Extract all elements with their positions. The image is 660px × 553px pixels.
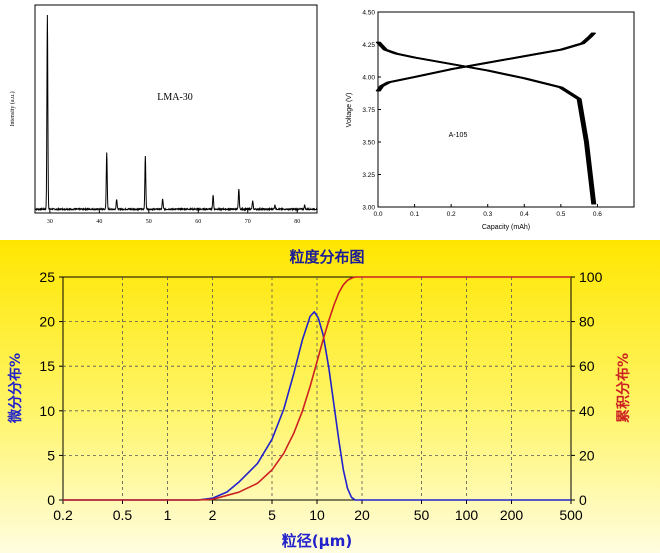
voltage-x-tick-label: 0.4 [520, 211, 529, 218]
psd-x-tick-label: 1 [164, 507, 172, 523]
voltage-x-tick-label: 0.5 [556, 211, 565, 218]
psd-left-tick-label: 20 [39, 314, 55, 330]
xrd-x-tick-label: 80 [294, 219, 300, 225]
psd-x-tick-label: 2 [209, 507, 217, 523]
psd-right-tick-label: 0 [579, 492, 587, 508]
differential-distribution-line [63, 310, 571, 501]
psd-right-tick-label: 60 [579, 358, 595, 374]
psd-x-tick-label: 0.5 [113, 507, 133, 523]
psd-left-tick-label: 0 [47, 492, 55, 508]
psd-x-tick-label: 20 [354, 507, 370, 523]
xrd-chart: 30 40 50 60 70 80 LMA-30 Intensity (a.u.) [9, 4, 318, 225]
xrd-x-tick-label: 50 [146, 219, 152, 225]
voltage-y-tick-label: 3.25 [362, 172, 375, 179]
psd-left-tick-label: 5 [47, 447, 55, 463]
psd-left-tick-label: 25 [39, 269, 55, 285]
voltage-x-axis-label: Capacity (mAh) [482, 224, 530, 231]
psd-x-tick-label: 200 [500, 507, 524, 523]
voltage-y-tick-label: 3.00 [362, 205, 375, 212]
xrd-x-tick-label: 70 [245, 219, 251, 225]
voltage-y-tick-label: 3.75 [362, 107, 375, 114]
xrd-sample-label: LMA-30 [157, 92, 193, 103]
voltage-y-tick-label: 3.50 [362, 140, 375, 147]
psd-right-axis-label: 累积分布% [615, 353, 632, 423]
xrd-x-tick-label: 40 [96, 219, 102, 225]
psd-left-axis-label: 微分分布% [7, 353, 24, 424]
charge-curve [379, 32, 597, 92]
psd-x-tick-label: 0.2 [53, 507, 73, 523]
voltage-sample-label: A-105 [449, 132, 468, 139]
voltage-y-tick-label: 4.25 [362, 42, 375, 49]
xrd-y-axis-label: Intensity (a.u.) [9, 91, 16, 126]
xrd-x-tick-label: 60 [195, 219, 201, 225]
psd-x-tick-label: 500 [559, 507, 583, 523]
psd-title: 粒度分布图 [289, 248, 364, 266]
psd-right-tick-label: 20 [579, 447, 595, 463]
xrd-pattern-line [34, 15, 318, 212]
xrd-plot-frame [34, 4, 318, 214]
voltage-x-tick-label: 0.0 [373, 211, 382, 218]
voltage-x-tick-label: 0.2 [447, 211, 456, 218]
xrd-x-tick-label: 30 [47, 219, 53, 225]
psd-x-tick-label: 100 [455, 507, 479, 523]
voltage-y-tick-label: 4.50 [362, 10, 375, 17]
psd-left-tick-label: 10 [39, 403, 55, 419]
psd-right-tick-label: 40 [579, 403, 595, 419]
voltage-plot-frame [377, 11, 635, 208]
psd-right-tick-label: 80 [579, 314, 595, 330]
psd-x-tick-label: 50 [414, 507, 430, 523]
voltage-x-tick-label: 0.3 [483, 211, 492, 218]
psd-x-tick-label: 5 [268, 507, 276, 523]
psd-background [0, 240, 660, 553]
discharge-curve [379, 41, 597, 205]
particle-size-chart: 0.2 0.5 1 2 5 10 20 50 100 200 5000510152025020406… [0, 240, 660, 553]
psd-x-axis-label: 粒径(μm) [282, 532, 352, 550]
voltage-x-tick-label: 0.6 [593, 211, 602, 218]
voltage-y-tick-label: 4.00 [362, 75, 375, 82]
voltage-x-tick-label: 0.1 [410, 211, 419, 218]
voltage-y-axis-label: Voltage (V) [346, 93, 353, 128]
voltage-capacity-chart: 0.0 0.1 0.2 0.3 0.4 0.5 0.6 3.00 3.25 3.50 3.75 4.0… [346, 10, 635, 231]
psd-right-tick-label: 100 [579, 269, 603, 285]
cumulative-distribution-line [63, 276, 571, 501]
psd-left-tick-label: 15 [39, 358, 55, 374]
psd-x-tick-label: 10 [309, 507, 325, 523]
